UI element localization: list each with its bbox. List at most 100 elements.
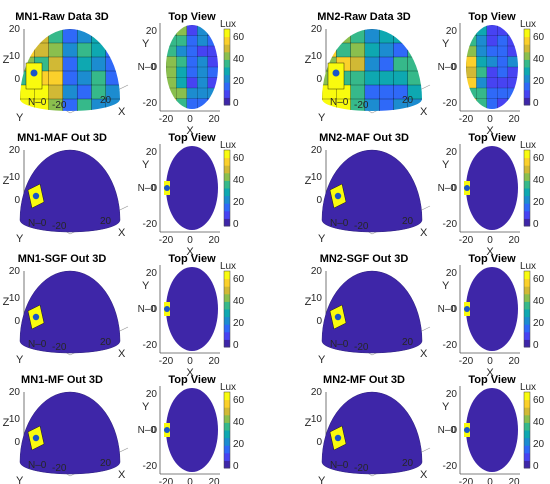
mn2-mf-top-x-tick: 0 (487, 477, 493, 484)
mn1-mf-top-heatmap (166, 388, 218, 472)
mn1-raw-top-cell (186, 45, 198, 58)
mn2-mf-3d-x-tick: 20 (402, 458, 414, 469)
mn2-maf-top-colorbar (523, 149, 531, 227)
mn2-raw-top-cell (476, 35, 488, 47)
mn1-raw-3d-z-tick: 10 (9, 51, 21, 62)
mn1-sgf-top-colorbar-label: Lux (220, 261, 236, 272)
mn2-maf-top-colorbar-tick: 40 (533, 175, 545, 186)
mn2-raw-top-cell (476, 25, 488, 37)
mn1-sgf-top-colorbar-segment (224, 316, 230, 325)
mn1-raw-3d-cell (62, 42, 78, 58)
mn1-raw-top-cell (207, 25, 218, 37)
mn2-raw-top-x-tick: 0 (487, 114, 493, 125)
mn1-raw-top-cell (186, 98, 198, 109)
mn2-raw-top-cell (466, 66, 477, 79)
mn1-raw-3d-cell (48, 84, 64, 100)
mn1-raw-top-colorbar-segment (224, 59, 230, 68)
mn2-mf-top-colorbar-segment (524, 399, 530, 408)
mn1-sgf-top-title: Top View (168, 253, 216, 265)
mn1-raw-3d-cell (48, 70, 64, 86)
mn2-sgf-top-x-tick: 20 (508, 356, 520, 367)
mn2-raw-top-cell (466, 77, 477, 89)
mn1-raw-top-cell (166, 66, 177, 79)
mn2-sgf-top-y-tick: -20 (443, 340, 458, 351)
mn2-maf-top-y-tick: 0 (451, 183, 457, 194)
mn1-raw-3d-sensor-dot (30, 69, 38, 77)
mn1-sgf-top-colorbar-segment (224, 309, 230, 318)
mn2-sgf-3d-panel: MN2-SGF Out 3D 0 10 20 Z N–0 -20 20 Y X (305, 253, 431, 366)
mn2-maf-top-y-tick: 20 (446, 147, 458, 158)
mn1-mf-top-sensor-dot (164, 427, 170, 433)
mn1-maf-top-x-tick: 20 (208, 235, 220, 246)
mn2-maf-3d-z-tick: 20 (311, 145, 323, 156)
mn2-raw-top-cell (507, 25, 518, 37)
mn2-mf-top-colorbar (523, 391, 531, 469)
mn2-maf-top-x-tick: -20 (459, 235, 474, 246)
mn1-sgf-3d-title: MN1-SGF Out 3D (18, 253, 107, 265)
mn2-maf-top-colorbar-label: Lux (520, 140, 536, 151)
mn1-raw-3d-panel: MN1-Raw Data 3D 0 10 20 Z N–0 -20 20 Y X (3, 11, 129, 124)
mn2-maf-3d-x-tick: 20 (402, 216, 414, 227)
mn2-raw-3d-cell (350, 70, 366, 86)
mn1-raw-top-colorbar-tick: 60 (233, 32, 245, 43)
mn1-maf-3d-sensor-dot (32, 192, 40, 200)
mn1-raw-3d-cell (91, 29, 107, 44)
mn2-raw-top-cell (486, 66, 498, 79)
mn2-mf-3d-z-tick: 0 (316, 437, 322, 448)
mn2-sgf-3d-x-label: X (420, 348, 428, 360)
mn2-raw-top-colorbar-segment (524, 67, 530, 76)
mn1-maf-top-x-tick: 0 (187, 235, 193, 246)
mn2-mf-top-north-marker: N–0 (438, 425, 457, 436)
mn2-sgf-top-heatmap (466, 267, 518, 351)
mn2-maf-top-x-label: X (486, 246, 494, 258)
mn2-raw-top-cell (486, 56, 498, 68)
mn1-sgf-top-x-label: X (186, 367, 194, 379)
mn2-raw-top-cell (497, 25, 509, 37)
mn1-raw-top-y-tick: 20 (146, 26, 158, 37)
mn2-mf-3d-sensor-dot (334, 434, 342, 442)
mn2-raw-3d-sensor-dot (332, 69, 340, 77)
mn2-sgf-top-colorbar-segment (524, 309, 530, 318)
mn1-raw-3d-z-tick: 20 (9, 24, 21, 35)
mn1-maf-top-colorbar-segment (224, 188, 230, 197)
mn2-raw-top-cell (486, 87, 498, 100)
mn2-sgf-3d-z-tick: 10 (311, 293, 323, 304)
mn1-sgf-top-colorbar-tick: 40 (233, 296, 245, 307)
mn1-maf-top-colorbar-segment (224, 218, 230, 227)
mn1-raw-top-cell (197, 87, 209, 100)
mn1-maf-top-y-tick: 20 (146, 147, 158, 158)
mn2-raw-top-cell (486, 45, 498, 58)
mn1-raw-top-cell (176, 35, 188, 47)
mn1-sgf-3d-x-tick: 20 (100, 337, 112, 348)
mn1-raw-top-cell (166, 45, 177, 58)
mn1-raw-top-colorbar-segment (224, 29, 230, 38)
mn2-raw-top-cell (486, 77, 498, 89)
mn2-maf-top-colorbar-tick: 0 (533, 219, 539, 230)
mn1-raw-top-title: Top View (168, 11, 216, 23)
mn1-raw-top-cell (176, 77, 188, 89)
mn2-raw-top-colorbar (523, 28, 531, 106)
mn1-mf-3d-z-tick: 20 (9, 387, 21, 398)
mn2-maf-top-colorbar-tick: 60 (533, 153, 545, 164)
mn1-raw-3d-cell (105, 42, 120, 58)
mn1-raw-top-colorbar-segment (224, 44, 230, 53)
mn1-maf-top-colorbar-label: Lux (220, 140, 236, 151)
mn2-sgf-top-colorbar-segment (524, 301, 530, 310)
mn1-raw-top-north-marker: N–0 (138, 62, 157, 73)
mn1-raw-top-cell (197, 98, 209, 109)
mn2-maf-top-colorbar-segment (524, 218, 530, 227)
mn2-raw-top-panel: Top View 20 0 -20 Y -20 0 20 X N–0 Lux 60 40 20 0 (438, 11, 545, 137)
mn2-raw-top-cell (486, 98, 498, 109)
mn1-sgf-3d-x-label: X (118, 348, 126, 360)
mn2-maf-3d-z-label: Z (305, 175, 312, 187)
mn1-mf-top-colorbar-segment (224, 392, 230, 401)
mn1-raw-top-cell (197, 66, 209, 79)
mn1-mf-3d-panel: MN1-MF Out 3D 0 10 20 Z N–0 -20 20 Y X (3, 374, 129, 484)
mn2-mf-top-x-tick: -20 (459, 477, 474, 484)
mn2-maf-top-sensor-dot (464, 185, 470, 191)
mn2-sgf-top-colorbar-segment (524, 278, 530, 287)
mn2-maf-top-title: Top View (468, 132, 516, 144)
mn2-sgf-top-colorbar-label: Lux (520, 261, 536, 272)
mn1-raw-3d-cell (48, 56, 64, 72)
mn2-raw-top-x-label: X (486, 125, 494, 137)
